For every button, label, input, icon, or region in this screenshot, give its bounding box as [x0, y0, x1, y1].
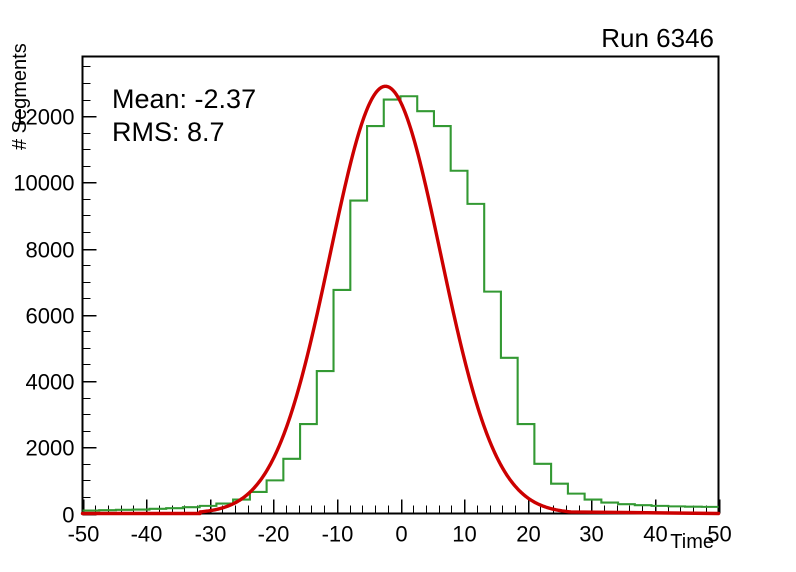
x-tick-label: 20	[516, 522, 540, 547]
x-axis-major-ticks	[82, 499, 721, 514]
x-tick-label: 30	[579, 522, 603, 547]
histogram-step-series	[82, 95, 719, 512]
x-tick-label: 50	[707, 522, 731, 547]
y-tick-label: 12000	[13, 105, 74, 130]
x-tick-label: -10	[322, 522, 354, 547]
x-tick-label: 0	[395, 522, 407, 547]
mean-annotation: Mean: -2.37	[112, 84, 256, 114]
x-tick-label: 10	[452, 522, 476, 547]
x-tick-label: -30	[195, 522, 227, 547]
y-tick-label: 4000	[26, 370, 75, 395]
y-axis-minor-ticks	[82, 65, 91, 499]
y-tick-label: 6000	[26, 304, 75, 329]
x-tick-label: -20	[258, 522, 290, 547]
x-tick-label: 40	[643, 522, 667, 547]
x-tick-label: -40	[131, 522, 163, 547]
y-tick-label: 0	[62, 503, 74, 528]
x-axis-title: Time	[670, 531, 714, 553]
y-tick-label: 8000	[26, 238, 75, 263]
x-tick-label: -50	[68, 522, 100, 547]
rms-annotation: RMS: 8.7	[112, 117, 225, 147]
x-axis-tick-labels: -50 -40 -30 -20 -10 0 10 20 30 40 50	[68, 522, 732, 547]
plot-frame	[81, 55, 720, 515]
y-tick-label: 10000	[13, 171, 74, 196]
gaussian-fit-curve	[80, 84, 721, 516]
y-tick-label: 2000	[26, 436, 75, 461]
y-axis-title: # Segments	[9, 43, 31, 150]
y-axis-tick-labels: 0 2000 4000 6000 8000 10000 12000	[13, 105, 74, 528]
page-title: Run 6346	[601, 23, 714, 53]
